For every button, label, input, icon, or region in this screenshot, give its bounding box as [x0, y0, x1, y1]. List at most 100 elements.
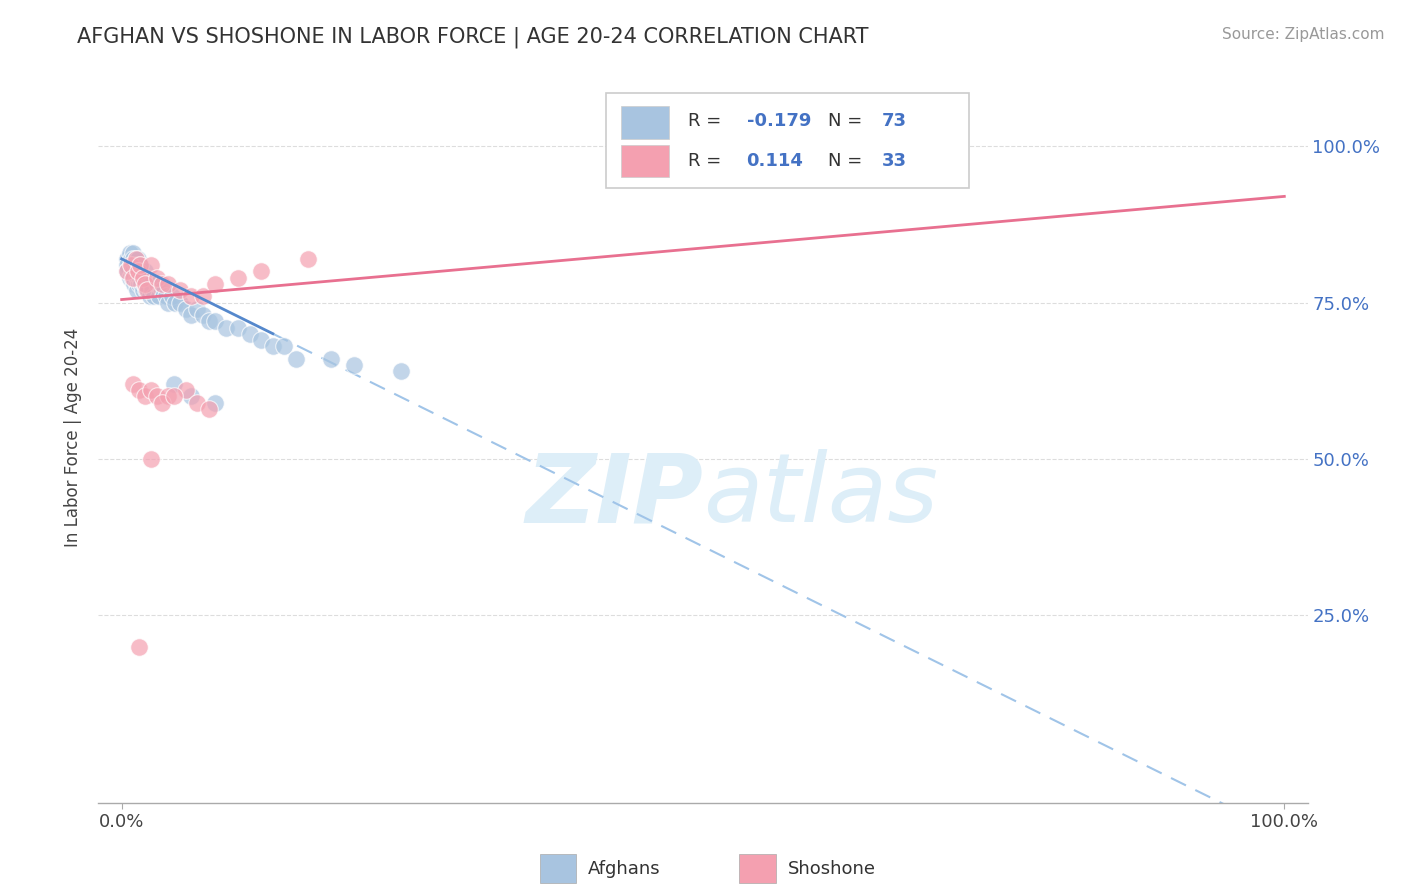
- Text: Afghans: Afghans: [588, 860, 661, 878]
- Text: N =: N =: [828, 112, 868, 130]
- Point: [180, 308, 202, 322]
- Point: [239, 326, 262, 341]
- Point: [127, 252, 149, 266]
- Point: [165, 295, 187, 310]
- Point: [198, 314, 221, 328]
- Point: [343, 358, 366, 372]
- Text: R =: R =: [689, 112, 727, 130]
- Point: [129, 258, 152, 272]
- Point: [118, 270, 141, 285]
- Point: [285, 351, 308, 366]
- Point: [124, 277, 146, 291]
- Point: [124, 252, 146, 266]
- Point: [141, 283, 163, 297]
- Text: Source: ZipAtlas.com: Source: ZipAtlas.com: [1222, 27, 1385, 42]
- Text: atlas: atlas: [703, 449, 938, 542]
- Point: [117, 258, 139, 272]
- Point: [157, 277, 180, 291]
- Text: R =: R =: [689, 153, 727, 170]
- Point: [191, 308, 214, 322]
- Point: [125, 283, 148, 297]
- Point: [134, 277, 156, 291]
- Point: [204, 314, 226, 328]
- Point: [150, 395, 173, 409]
- Point: [120, 252, 142, 266]
- Point: [145, 389, 167, 403]
- Point: [122, 376, 145, 391]
- Point: [180, 389, 202, 403]
- Point: [127, 264, 149, 278]
- Point: [226, 320, 249, 334]
- FancyBboxPatch shape: [540, 854, 576, 883]
- Point: [139, 383, 162, 397]
- Point: [145, 270, 167, 285]
- Point: [121, 270, 143, 285]
- Point: [135, 270, 157, 285]
- Point: [150, 277, 173, 291]
- Point: [132, 277, 155, 291]
- Point: [180, 289, 202, 303]
- Point: [186, 395, 208, 409]
- Point: [129, 270, 152, 285]
- Point: [134, 389, 156, 403]
- Text: ZIP: ZIP: [524, 449, 703, 542]
- Point: [135, 283, 157, 297]
- Point: [226, 270, 249, 285]
- Point: [198, 401, 221, 416]
- Point: [128, 383, 150, 397]
- Point: [204, 395, 226, 409]
- Text: -0.179: -0.179: [747, 112, 811, 130]
- Point: [204, 277, 226, 291]
- Point: [117, 252, 139, 266]
- Point: [136, 283, 159, 297]
- Text: N =: N =: [828, 153, 868, 170]
- Point: [122, 245, 145, 260]
- Point: [134, 270, 156, 285]
- Point: [139, 452, 162, 467]
- Point: [155, 289, 177, 303]
- Point: [124, 258, 146, 272]
- Point: [273, 339, 295, 353]
- Point: [215, 320, 238, 334]
- Point: [157, 389, 180, 403]
- Point: [131, 270, 153, 285]
- Point: [143, 289, 166, 303]
- Point: [250, 333, 273, 347]
- Point: [389, 364, 412, 378]
- Text: AFGHAN VS SHOSHONE IN LABOR FORCE | AGE 20-24 CORRELATION CHART: AFGHAN VS SHOSHONE IN LABOR FORCE | AGE …: [77, 27, 869, 48]
- Point: [125, 270, 148, 285]
- Point: [138, 289, 160, 303]
- Point: [136, 270, 159, 285]
- Y-axis label: In Labor Force | Age 20-24: In Labor Force | Age 20-24: [65, 327, 83, 547]
- Point: [157, 295, 180, 310]
- Point: [131, 277, 153, 291]
- Point: [122, 264, 145, 278]
- Point: [124, 270, 146, 285]
- Point: [160, 289, 183, 303]
- Point: [121, 264, 143, 278]
- Point: [127, 258, 149, 272]
- Point: [124, 264, 146, 278]
- Point: [169, 283, 191, 297]
- Point: [250, 264, 273, 278]
- Point: [134, 277, 156, 291]
- Point: [163, 389, 186, 403]
- Point: [122, 252, 145, 266]
- Point: [118, 245, 141, 260]
- Point: [120, 258, 142, 272]
- Point: [132, 270, 155, 285]
- Point: [138, 283, 160, 297]
- Point: [136, 277, 159, 291]
- Point: [174, 383, 197, 397]
- Point: [122, 270, 145, 285]
- Point: [163, 376, 186, 391]
- Point: [124, 252, 146, 266]
- Point: [117, 264, 139, 278]
- Point: [139, 277, 162, 291]
- Text: 33: 33: [882, 153, 907, 170]
- Point: [134, 264, 156, 278]
- Point: [122, 258, 145, 272]
- Point: [139, 258, 162, 272]
- Text: Shoshone: Shoshone: [787, 860, 876, 878]
- Point: [117, 264, 139, 278]
